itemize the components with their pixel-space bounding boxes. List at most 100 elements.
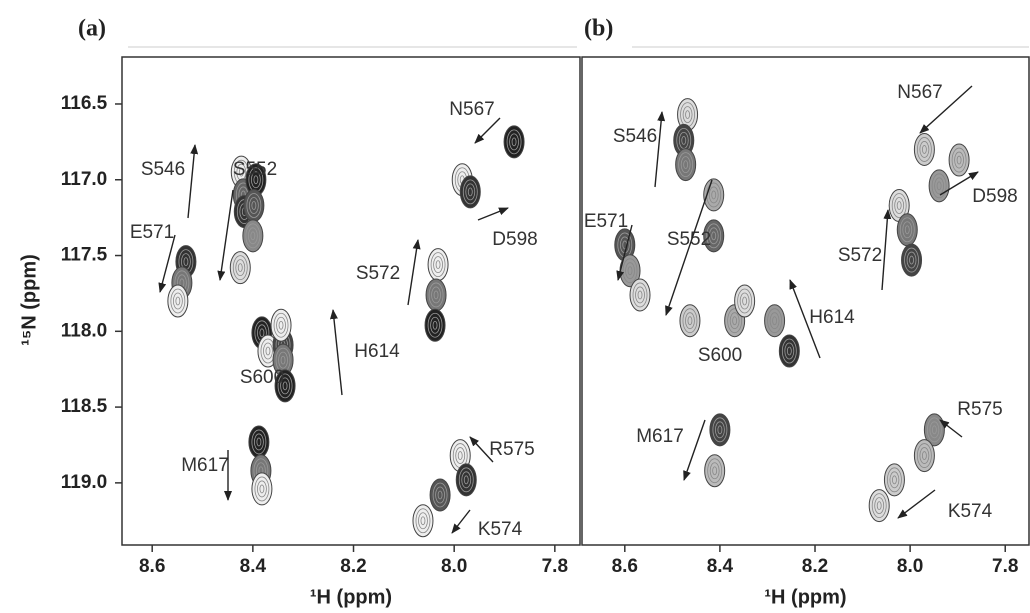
peak-label: R575 — [489, 439, 534, 460]
contour-ring — [511, 137, 517, 147]
contour-ring — [685, 312, 695, 330]
contour-ring — [280, 355, 286, 365]
peak — [243, 189, 265, 223]
y-axis-label: ¹⁵N (ppm) — [18, 254, 40, 346]
contour-ring — [956, 155, 962, 165]
shift-arrow — [474, 117, 501, 144]
contour-ring — [427, 312, 443, 338]
contour-ring — [431, 286, 441, 304]
shift-arrow — [654, 111, 666, 188]
x-axis-label: ¹H (ppm) — [764, 586, 846, 608]
contour-ring — [786, 346, 792, 356]
contour-ring — [715, 421, 725, 439]
peak — [778, 334, 800, 368]
contour-ring — [172, 292, 183, 310]
contour-ring — [904, 247, 919, 273]
contour-ring — [931, 173, 947, 199]
peak — [424, 308, 446, 342]
contour-ring — [871, 493, 887, 518]
contour-ring — [433, 290, 439, 300]
contour-ring — [706, 223, 722, 249]
contour-ring — [727, 308, 743, 334]
contour-ring — [936, 181, 942, 191]
shift-arrow — [616, 224, 633, 281]
peak — [764, 304, 786, 338]
plot-frame — [121, 56, 581, 546]
contour-ring — [894, 197, 905, 214]
contour-ring — [711, 190, 717, 200]
contour-ring — [781, 338, 797, 364]
contour-ring — [432, 320, 438, 330]
peak — [274, 369, 296, 403]
peak — [270, 308, 292, 342]
peak — [679, 304, 701, 338]
y-tick-label: 117.0 — [61, 169, 108, 190]
shift-arrow — [683, 419, 706, 481]
contour-ring — [467, 187, 473, 197]
contour-ring — [420, 516, 426, 526]
peak-label: S546 — [613, 126, 657, 147]
contour-ring — [916, 443, 932, 468]
contour-ring — [732, 316, 738, 326]
shift-arrow — [919, 85, 973, 134]
plot-frame — [581, 56, 1030, 546]
contour-ring — [415, 508, 431, 534]
contour-ring — [457, 451, 463, 460]
peak — [675, 148, 697, 182]
contour-ring — [254, 476, 270, 502]
contour-ring — [430, 316, 440, 334]
peak-label: M617 — [181, 455, 229, 476]
peak-label: D598 — [492, 229, 537, 250]
contour-ring — [437, 490, 443, 500]
contour-ring — [430, 252, 446, 278]
contour-ring — [737, 288, 753, 314]
contour-ring — [707, 458, 723, 484]
contour-ring — [784, 342, 795, 360]
x-axis-label: ¹H (ppm) — [310, 586, 392, 608]
contour-ring — [887, 467, 902, 493]
shift-arrow — [939, 171, 979, 196]
peak — [242, 219, 264, 253]
contour-ring — [278, 351, 288, 369]
contour-ring — [729, 312, 740, 330]
peak — [901, 243, 923, 277]
peak-label: N567 — [897, 82, 942, 103]
contour-ring — [931, 425, 937, 435]
peak — [167, 284, 189, 318]
contour-ring — [435, 260, 441, 270]
contour-ring — [247, 227, 258, 245]
contour-ring — [874, 497, 885, 514]
peak-label: D598 — [972, 186, 1017, 207]
contour-ring — [282, 381, 288, 391]
x-tick-label: 7.8 — [542, 556, 568, 577]
contour-ring — [256, 437, 262, 447]
peak — [677, 98, 699, 132]
contour-ring — [687, 316, 693, 326]
contour-ring — [681, 135, 687, 145]
contour-ring — [250, 231, 256, 241]
contour-ring — [682, 308, 698, 334]
contour-ring — [263, 342, 273, 360]
contour-ring — [235, 259, 246, 277]
shift-arrow — [477, 207, 509, 221]
peak — [629, 278, 651, 312]
x-tick-label: 8.2 — [802, 556, 828, 577]
contour-ring — [889, 471, 900, 489]
contour-ring — [246, 193, 262, 218]
contour-ring — [265, 346, 271, 356]
contour-ring — [277, 373, 293, 399]
contour-ring — [742, 296, 748, 306]
peak-label: E571 — [130, 222, 174, 243]
contour-ring — [509, 133, 519, 151]
contour-ring — [712, 466, 718, 476]
contour-ring — [954, 151, 964, 169]
peak — [429, 478, 451, 512]
y-tick-label: 118.5 — [61, 396, 108, 417]
peak — [503, 125, 525, 159]
contour-ring — [899, 217, 915, 243]
peak — [868, 489, 890, 523]
peak — [703, 219, 725, 253]
peak — [251, 472, 273, 506]
peak-label: S600 — [698, 345, 742, 366]
contour-ring — [919, 141, 930, 158]
